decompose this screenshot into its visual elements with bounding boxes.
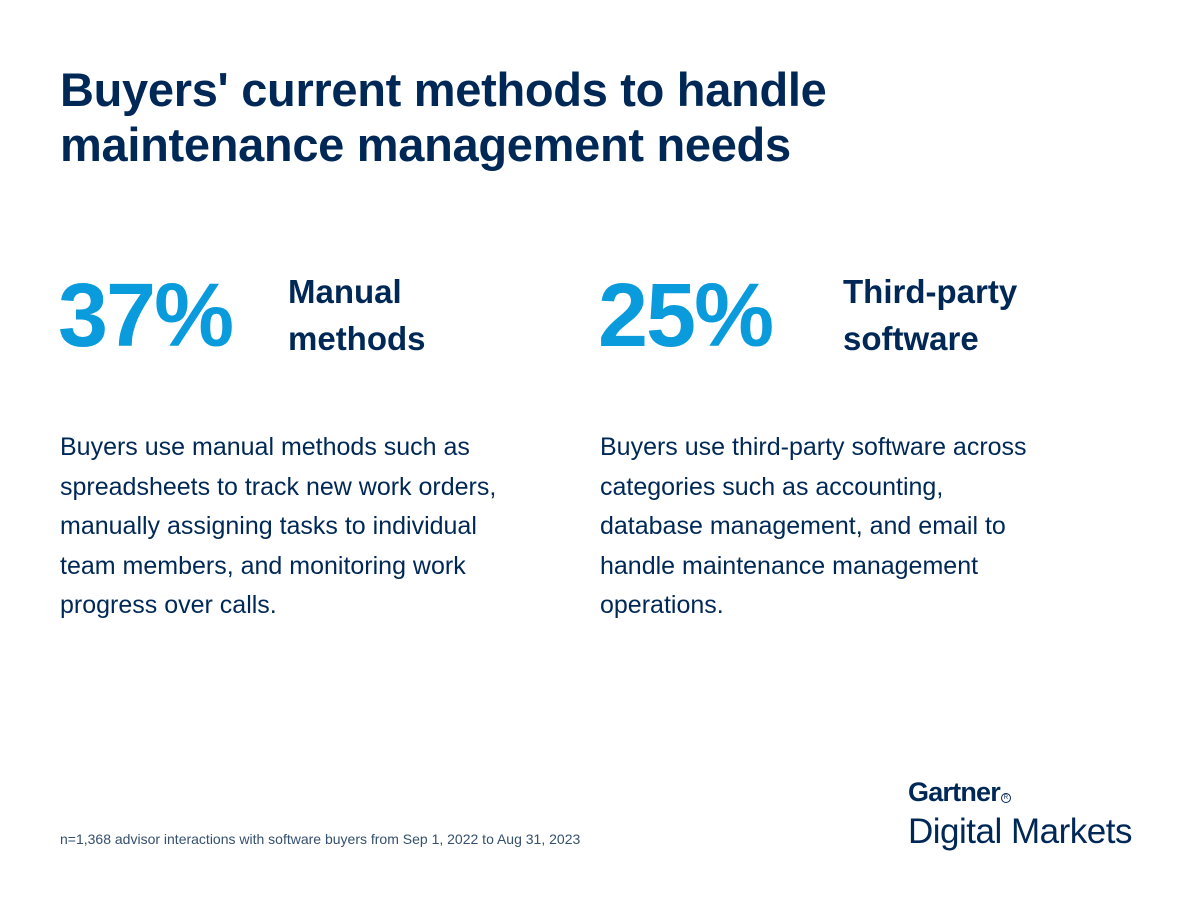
stat-label-line-2: software — [843, 320, 979, 357]
stat-label-line-1: Manual — [288, 273, 402, 310]
logo-brand-row: Gartner R — [908, 776, 1168, 808]
logo-product: Digital Markets — [908, 812, 1132, 851]
stat-manual-methods: 37% Manual methods Buyers use manual met… — [58, 268, 578, 619]
stat-header: 37% Manual methods — [58, 268, 578, 378]
page-title-line-2: maintenance management needs — [60, 118, 791, 171]
gartner-digital-markets-logo: Gartner R Digital Markets — [908, 776, 1168, 854]
page-title: Buyers' current methods to handle mainte… — [60, 62, 1060, 172]
stat-label-line-2: methods — [288, 320, 426, 357]
footnote: n=1,368 advisor interactions with softwa… — [60, 831, 581, 847]
stat-percentage: 25% — [598, 266, 774, 366]
page-title-line-1: Buyers' current methods to handle — [60, 63, 827, 116]
logo-brand: Gartner — [908, 777, 1001, 807]
stat-description: Buyers use manual methods such as spread… — [60, 433, 497, 619]
stat-description: Buyers use third-party software across c… — [600, 433, 1027, 619]
stat-label-line-1: Third-party — [843, 273, 1018, 310]
stat-label: Manual methods — [288, 268, 426, 362]
stat-third-party-software: 25% Third-party software Buyers use thir… — [598, 268, 1118, 619]
registered-mark-icon: R — [1000, 793, 1011, 803]
stat-label: Third-party software — [843, 268, 1017, 362]
stat-header: 25% Third-party software — [598, 268, 1118, 378]
stat-percentage: 37% — [58, 266, 234, 366]
